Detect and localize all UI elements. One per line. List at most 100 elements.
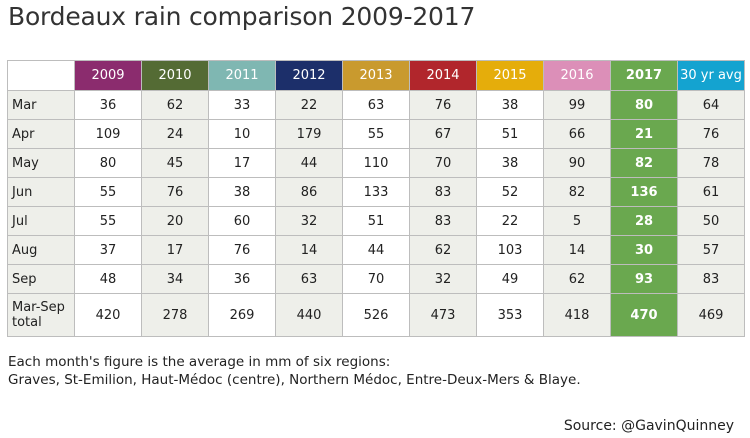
row-label: Mar xyxy=(7,90,75,120)
table-cell: 38 xyxy=(208,177,276,207)
chart-title: Bordeaux rain comparison 2009-2017 xyxy=(8,2,476,31)
table-cell: 14 xyxy=(543,235,611,265)
table-cell: 440 xyxy=(275,293,343,337)
table-cell: 55 xyxy=(74,177,142,207)
rain-table: 2009 2010 2011 2012 2013 2014 2015 2016 2017 30 y… xyxy=(7,60,745,337)
column-header: 2017 xyxy=(610,60,678,91)
column-header: 2015 xyxy=(476,60,544,91)
total-row: Mar-Sep total 420 278 269 440 526 473 353 418 470… xyxy=(7,293,745,337)
table-cell: 90 xyxy=(543,148,611,178)
table-cell: 76 xyxy=(208,235,276,265)
table-cell: 55 xyxy=(74,206,142,236)
table-cell: 51 xyxy=(342,206,410,236)
source-credit: Source: @GavinQuinney xyxy=(563,418,734,434)
table-cell: 83 xyxy=(409,206,477,236)
table-cell: 136 xyxy=(610,177,678,207)
table-cell: 51 xyxy=(476,119,544,149)
table-body: Mar 36 62 33 22 63 76 38 99 80 64 Apr 109 24 10 179 55 67… xyxy=(7,90,745,337)
row-label: Jul xyxy=(7,206,75,236)
footnote-line-2: Graves, St-Emilion, Haut-Médoc (centre),… xyxy=(8,372,581,388)
table-cell: 70 xyxy=(409,148,477,178)
table-cell: 37 xyxy=(74,235,142,265)
table-cell: 17 xyxy=(208,148,276,178)
table-cell: 80 xyxy=(610,90,678,120)
table-cell: 133 xyxy=(342,177,410,207)
table-cell: 67 xyxy=(409,119,477,149)
table-cell: 353 xyxy=(476,293,544,337)
row-label: Jun xyxy=(7,177,75,207)
table-cell: 109 xyxy=(74,119,142,149)
row-label: Aug xyxy=(7,235,75,265)
table-row: Sep 48 34 36 63 70 32 49 62 93 83 xyxy=(7,264,745,294)
column-header: 2013 xyxy=(342,60,410,91)
table-cell: 55 xyxy=(342,119,410,149)
table-cell: 63 xyxy=(342,90,410,120)
table-cell: 49 xyxy=(476,264,544,294)
table-cell: 21 xyxy=(610,119,678,149)
table-cell: 38 xyxy=(476,148,544,178)
table-cell: 82 xyxy=(543,177,611,207)
table-cell: 83 xyxy=(677,264,745,294)
header-row: 2009 2010 2011 2012 2013 2014 2015 2016 2017 30 y… xyxy=(7,60,745,91)
table-cell: 469 xyxy=(677,293,745,337)
table-cell: 93 xyxy=(610,264,678,294)
table-cell: 45 xyxy=(141,148,209,178)
table-cell: 60 xyxy=(208,206,276,236)
table-cell: 70 xyxy=(342,264,410,294)
row-label: Sep xyxy=(7,264,75,294)
table-cell: 80 xyxy=(74,148,142,178)
table-cell: 62 xyxy=(141,90,209,120)
table-cell: 5 xyxy=(543,206,611,236)
column-header: 30 yr avg xyxy=(677,60,745,91)
table-cell: 32 xyxy=(409,264,477,294)
row-label: Apr xyxy=(7,119,75,149)
table-cell: 76 xyxy=(677,119,745,149)
footnote-line-1: Each month's figure is the average in mm… xyxy=(8,354,391,370)
table-cell: 36 xyxy=(208,264,276,294)
table-cell: 32 xyxy=(275,206,343,236)
table-cell: 34 xyxy=(141,264,209,294)
table-cell: 78 xyxy=(677,148,745,178)
table-cell: 66 xyxy=(543,119,611,149)
column-header: 2016 xyxy=(543,60,611,91)
table-cell: 57 xyxy=(677,235,745,265)
table-cell: 14 xyxy=(275,235,343,265)
table-cell: 36 xyxy=(74,90,142,120)
column-header: 2009 xyxy=(74,60,142,91)
table-cell: 33 xyxy=(208,90,276,120)
table-cell: 24 xyxy=(141,119,209,149)
table-cell: 28 xyxy=(610,206,678,236)
table-cell: 420 xyxy=(74,293,142,337)
table-cell: 62 xyxy=(543,264,611,294)
table-cell: 82 xyxy=(610,148,678,178)
table-cell: 86 xyxy=(275,177,343,207)
table-cell: 418 xyxy=(543,293,611,337)
table-cell: 22 xyxy=(275,90,343,120)
table-cell: 64 xyxy=(677,90,745,120)
row-label: May xyxy=(7,148,75,178)
table-cell: 10 xyxy=(208,119,276,149)
table-cell: 526 xyxy=(342,293,410,337)
table-cell: 62 xyxy=(409,235,477,265)
column-header: 2014 xyxy=(409,60,477,91)
table-cell: 44 xyxy=(275,148,343,178)
corner-cell xyxy=(7,60,75,91)
table-row: Jun 55 76 38 86 133 83 52 82 136 61 xyxy=(7,177,745,207)
table-cell: 44 xyxy=(342,235,410,265)
table-cell: 61 xyxy=(677,177,745,207)
column-header: 2010 xyxy=(141,60,209,91)
table-row: Aug 37 17 76 14 44 62 103 14 30 57 xyxy=(7,235,745,265)
column-header: 2011 xyxy=(208,60,276,91)
table-cell: 20 xyxy=(141,206,209,236)
table-cell: 30 xyxy=(610,235,678,265)
table-cell: 269 xyxy=(208,293,276,337)
table-cell: 17 xyxy=(141,235,209,265)
table-row: Apr 109 24 10 179 55 67 51 66 21 76 xyxy=(7,119,745,149)
table-cell: 110 xyxy=(342,148,410,178)
table-cell: 48 xyxy=(74,264,142,294)
table-cell: 278 xyxy=(141,293,209,337)
table-cell: 22 xyxy=(476,206,544,236)
table-cell: 179 xyxy=(275,119,343,149)
table-cell: 103 xyxy=(476,235,544,265)
table-row: May 80 45 17 44 110 70 38 90 82 78 xyxy=(7,148,745,178)
